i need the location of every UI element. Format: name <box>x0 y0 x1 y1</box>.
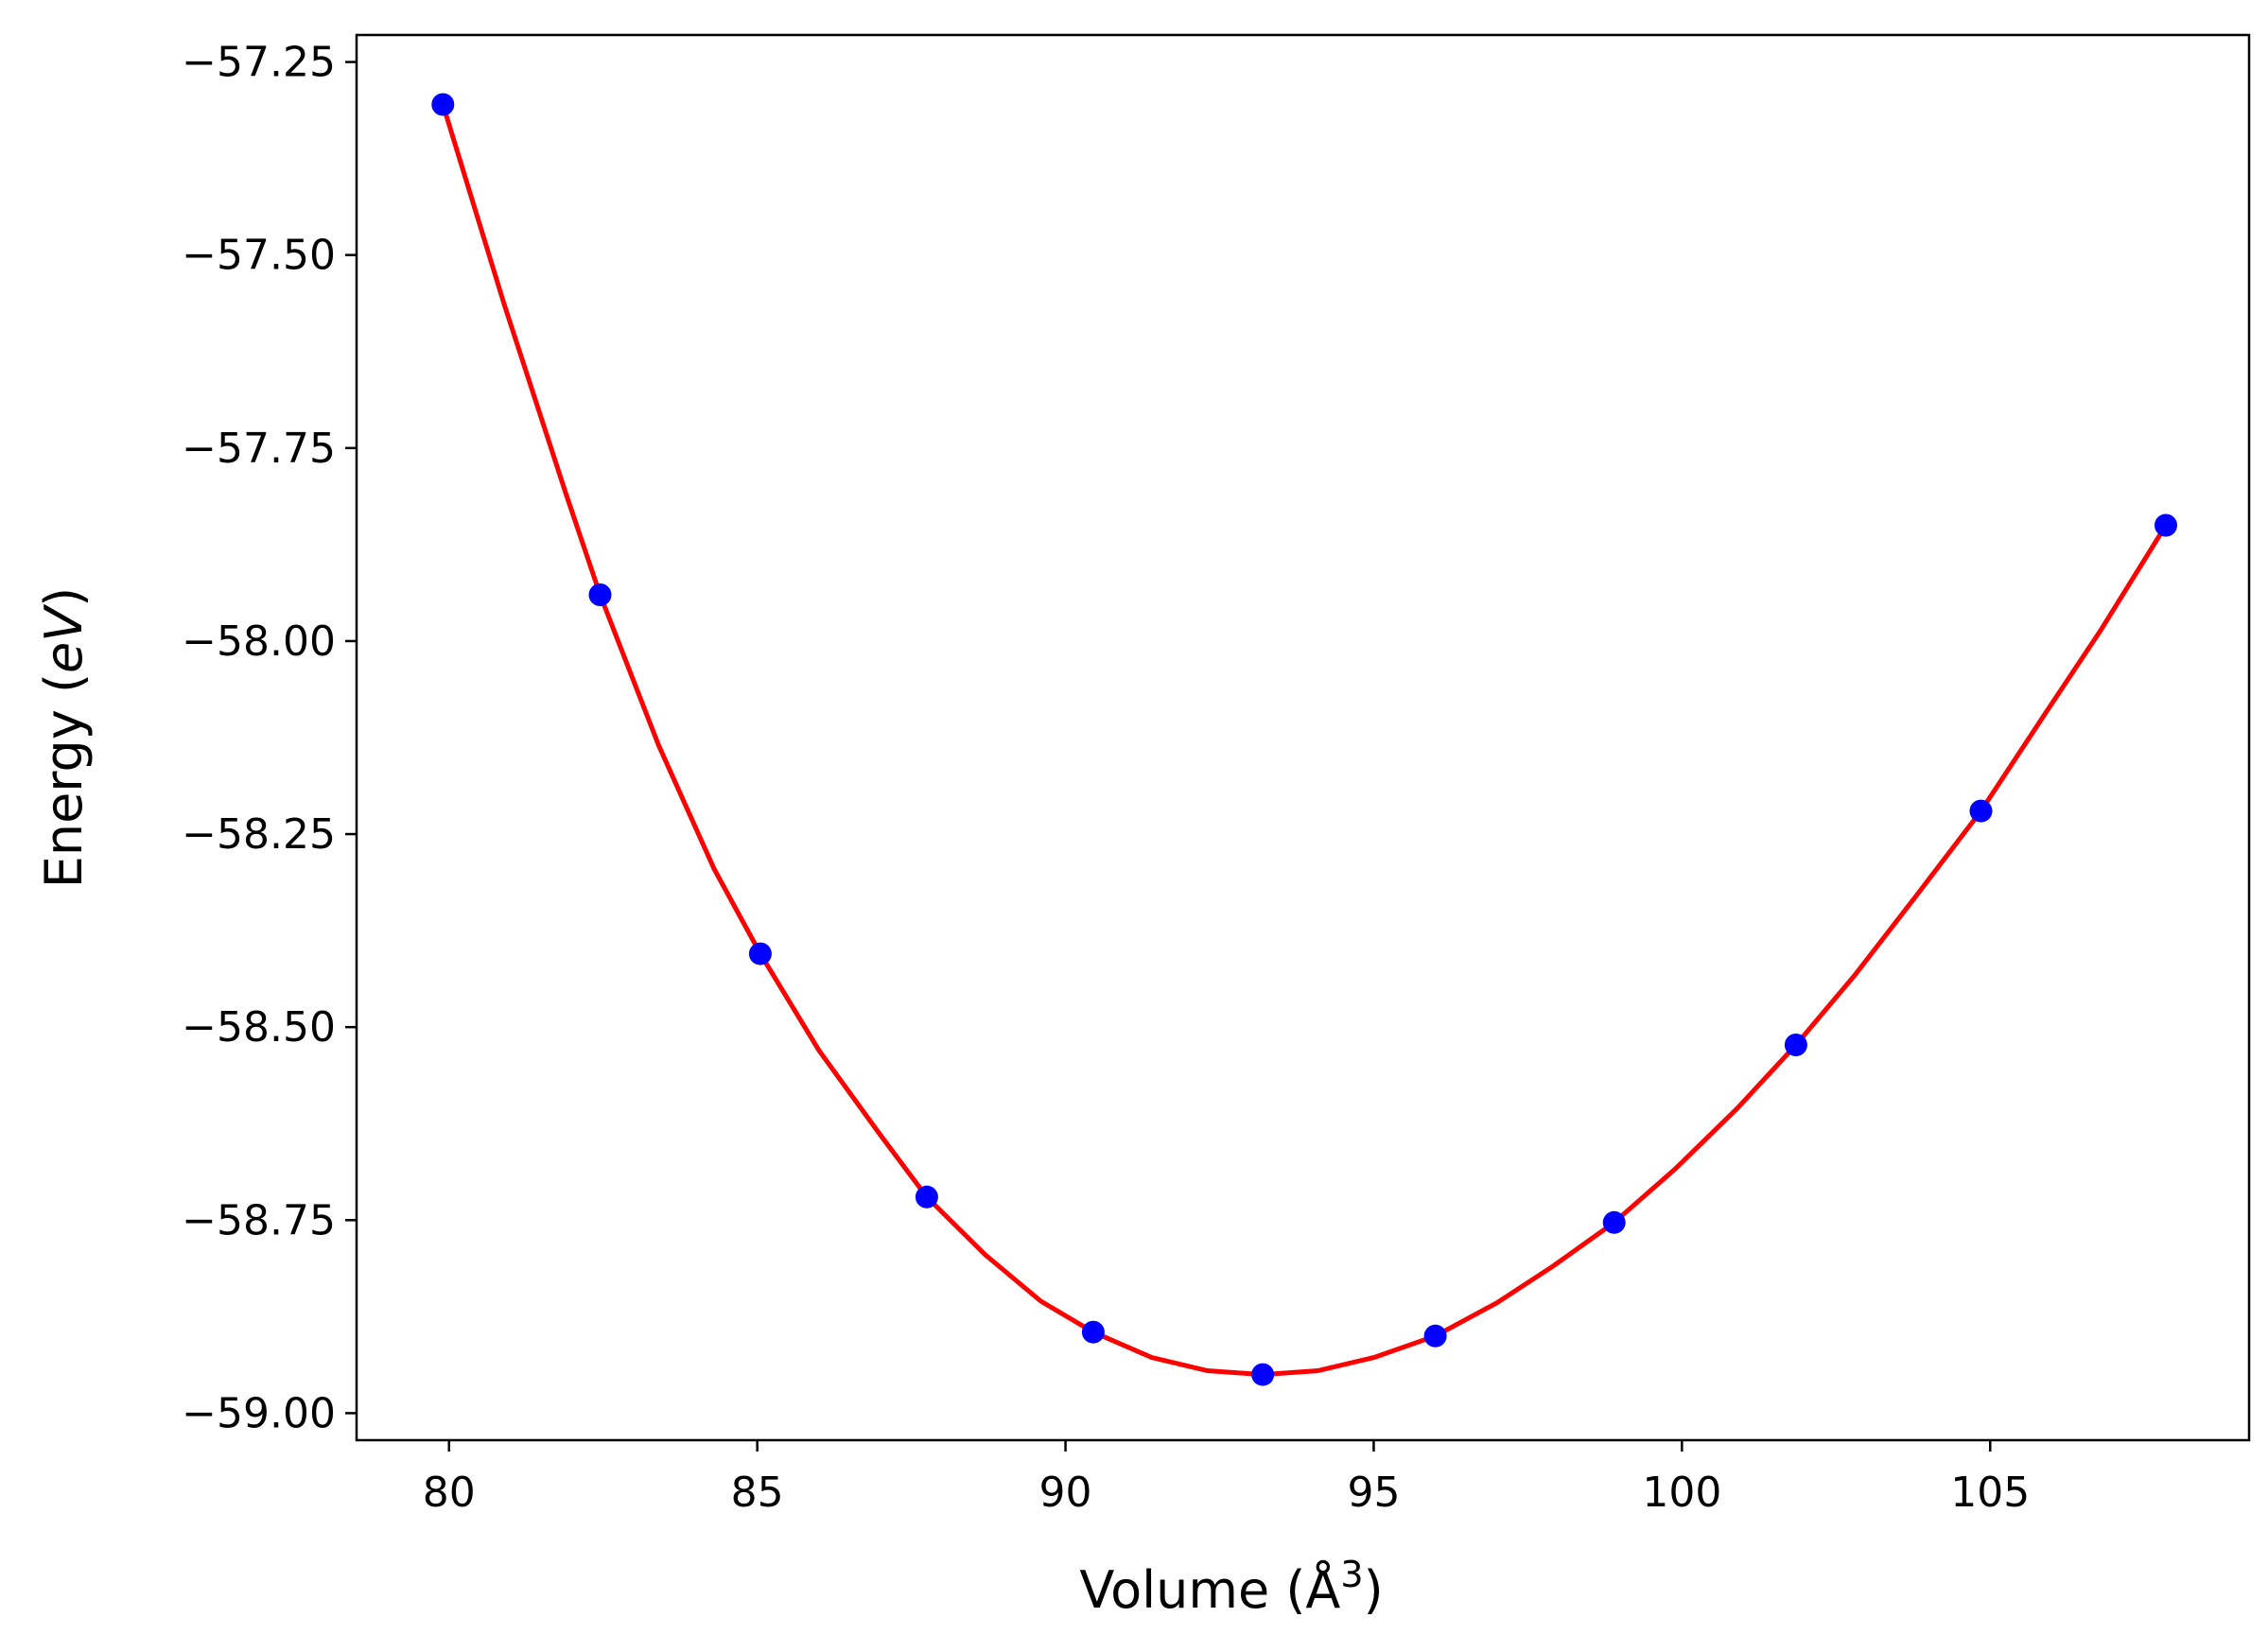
data-point <box>1969 799 1993 823</box>
data-point <box>1423 1324 1447 1348</box>
y-axis-ticks: −57.25 −57.50 −57.75 −58.00 −58.25 −58.50 −58.… <box>182 39 357 1437</box>
x-axis-label: Volume (Å3) <box>1079 1554 1383 1620</box>
x-tick-label: 90 <box>1039 1469 1092 1517</box>
data-point <box>1081 1320 1105 1344</box>
y-tick-label: −58.75 <box>182 1196 336 1244</box>
x-tick-label: 85 <box>731 1469 784 1517</box>
y-tick-label: −57.25 <box>182 39 336 87</box>
data-point <box>1602 1210 1626 1234</box>
x-tick-label: 80 <box>423 1469 476 1517</box>
y-axis-label-main: Energy ( <box>34 673 94 888</box>
x-tick-label: 105 <box>1950 1469 2030 1517</box>
x-tick-label: 95 <box>1347 1469 1400 1517</box>
y-axis-label-italic: eV <box>34 603 94 673</box>
data-point <box>588 583 612 606</box>
axes-frame <box>355 33 2251 1442</box>
y-tick-label: −58.25 <box>182 810 336 859</box>
x-axis-label-superscript: 3 <box>1340 1554 1363 1595</box>
data-point <box>2155 513 2177 537</box>
x-tick-label: 100 <box>1642 1469 1721 1517</box>
y-tick-label: −58.00 <box>182 617 336 666</box>
data-point <box>1784 1034 1807 1056</box>
x-axis-label-tail: ) <box>1364 1560 1384 1620</box>
data-point <box>431 93 455 116</box>
y-tick-label: −58.50 <box>182 1003 336 1052</box>
y-tick-label: −57.50 <box>182 232 336 280</box>
data-point <box>1251 1363 1275 1386</box>
y-tick-label: −57.75 <box>182 425 336 473</box>
data-point <box>915 1185 938 1209</box>
y-axis-label-tail: ) <box>34 587 94 607</box>
y-axis-label: Energy (eV) <box>34 587 94 889</box>
x-axis-label-main: Volume (Å <box>1079 1559 1340 1620</box>
plot-area <box>431 93 2177 1386</box>
y-tick-label: −59.00 <box>182 1389 336 1437</box>
data-point <box>748 942 772 965</box>
x-axis-ticks: 80 85 90 95 100 105 <box>423 1440 2030 1517</box>
